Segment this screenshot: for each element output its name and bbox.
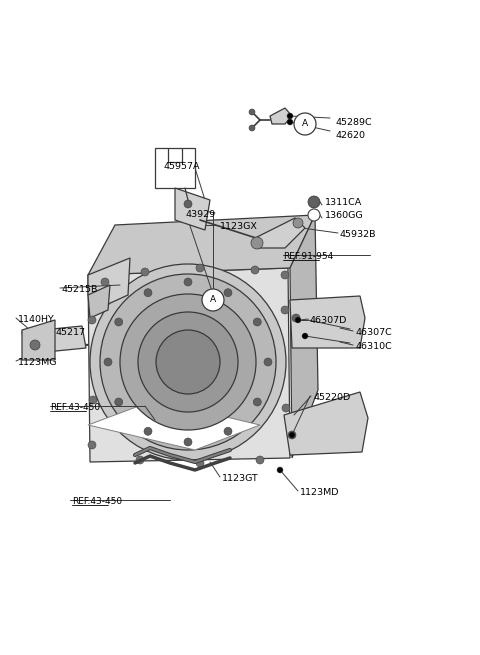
Circle shape <box>144 427 152 436</box>
Circle shape <box>253 318 261 326</box>
Circle shape <box>120 294 256 430</box>
Polygon shape <box>255 218 305 248</box>
Text: 1311CA: 1311CA <box>325 198 362 207</box>
Circle shape <box>141 268 149 276</box>
Text: 46310C: 46310C <box>355 342 392 351</box>
Text: 46307C: 46307C <box>355 328 392 337</box>
Text: 1360GG: 1360GG <box>325 211 364 220</box>
Text: 1123GT: 1123GT <box>222 474 259 483</box>
Text: 1123MG: 1123MG <box>18 358 58 367</box>
Polygon shape <box>22 320 55 360</box>
Text: 45289C: 45289C <box>335 118 372 127</box>
Circle shape <box>136 456 144 464</box>
Circle shape <box>253 398 261 406</box>
Polygon shape <box>22 326 86 354</box>
Text: 45932B: 45932B <box>340 230 376 239</box>
Circle shape <box>101 278 109 286</box>
Circle shape <box>144 289 152 297</box>
Polygon shape <box>270 108 292 124</box>
Polygon shape <box>88 215 315 275</box>
Polygon shape <box>88 258 130 310</box>
Circle shape <box>287 119 293 125</box>
Circle shape <box>115 318 123 326</box>
Circle shape <box>264 358 272 366</box>
Circle shape <box>282 404 290 412</box>
Circle shape <box>302 333 308 339</box>
Circle shape <box>287 113 293 119</box>
Circle shape <box>308 196 320 208</box>
Circle shape <box>277 467 283 473</box>
Text: A: A <box>210 295 216 305</box>
Circle shape <box>202 289 224 311</box>
Circle shape <box>308 209 320 221</box>
Circle shape <box>89 396 97 404</box>
Circle shape <box>184 200 192 208</box>
Circle shape <box>88 441 96 449</box>
Circle shape <box>249 125 255 131</box>
Text: 43929: 43929 <box>185 210 215 219</box>
Circle shape <box>104 358 112 366</box>
Circle shape <box>88 316 96 324</box>
Text: A: A <box>302 119 308 128</box>
Circle shape <box>294 113 316 135</box>
Circle shape <box>251 266 259 274</box>
Text: 45217: 45217 <box>55 328 85 337</box>
Circle shape <box>251 237 263 249</box>
Polygon shape <box>284 392 368 455</box>
Circle shape <box>100 274 276 450</box>
Circle shape <box>249 109 255 115</box>
Polygon shape <box>88 268 290 462</box>
Circle shape <box>256 456 264 464</box>
Circle shape <box>293 218 303 228</box>
Text: 1123GX: 1123GX <box>220 222 258 231</box>
Text: 45220D: 45220D <box>313 393 350 402</box>
Text: 45957A: 45957A <box>163 162 200 171</box>
Polygon shape <box>290 215 318 458</box>
Circle shape <box>289 432 295 438</box>
Circle shape <box>196 264 204 272</box>
Text: 42620: 42620 <box>335 131 365 140</box>
Circle shape <box>115 398 123 406</box>
Text: 46307D: 46307D <box>310 316 348 325</box>
Circle shape <box>281 306 289 314</box>
Circle shape <box>196 459 204 467</box>
Polygon shape <box>88 400 260 450</box>
Polygon shape <box>290 296 365 348</box>
Circle shape <box>292 314 300 322</box>
Text: 1123MD: 1123MD <box>300 488 339 497</box>
Circle shape <box>138 312 238 412</box>
Circle shape <box>30 340 40 350</box>
Polygon shape <box>155 148 195 188</box>
Circle shape <box>184 438 192 446</box>
Text: 45215B: 45215B <box>62 285 98 294</box>
Circle shape <box>90 264 286 460</box>
Polygon shape <box>175 188 210 230</box>
Polygon shape <box>88 285 110 318</box>
Text: REF.43-450: REF.43-450 <box>50 403 100 412</box>
Circle shape <box>224 427 232 436</box>
Circle shape <box>295 317 301 323</box>
Circle shape <box>184 278 192 286</box>
Circle shape <box>224 289 232 297</box>
Text: REF.43-450: REF.43-450 <box>72 497 122 506</box>
Text: 1140HY: 1140HY <box>18 315 55 324</box>
Circle shape <box>288 431 296 439</box>
Circle shape <box>156 330 220 394</box>
Text: REF.91-954: REF.91-954 <box>283 252 333 261</box>
Circle shape <box>281 271 289 279</box>
